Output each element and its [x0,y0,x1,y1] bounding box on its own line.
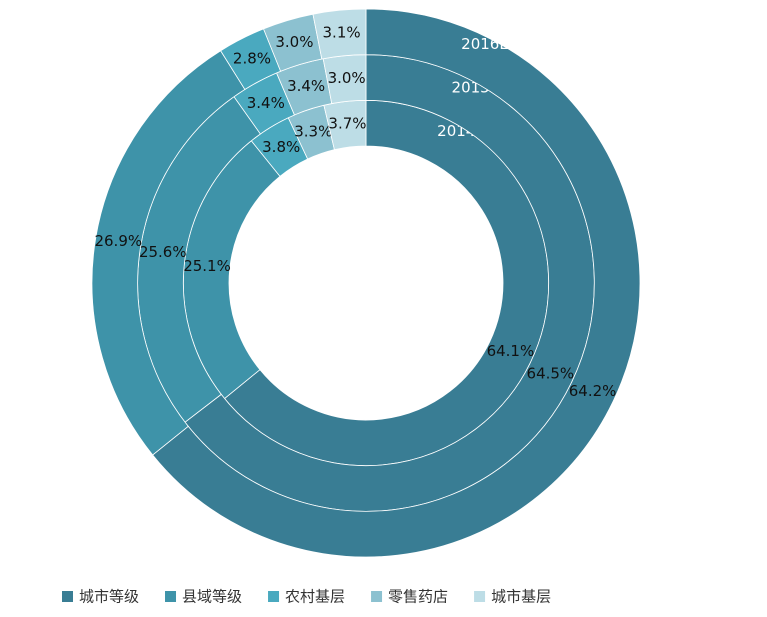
legend-swatch [62,591,73,602]
legend-label: 城市基层 [491,588,551,606]
donut-slice [312,8,367,60]
legend-swatch [268,591,280,602]
data-label: 64.2% [569,382,617,400]
data-label: 3.0% [275,33,313,51]
legend-label: 县域等级 [182,588,242,606]
data-label: 64.5% [527,364,575,382]
data-label: 3.7% [328,115,366,133]
data-label: 26.9% [94,232,142,250]
data-label: 2.8% [233,50,271,68]
legend-label: 零售药店 [388,588,448,606]
data-label: 25.6% [139,243,187,261]
legend-label: 城市等级 [79,588,139,606]
legend-swatch [474,591,486,602]
legend-label: 农村基层 [285,588,345,606]
legend-swatch [371,591,383,602]
data-label: 3.4% [247,94,285,112]
data-label: 25.1% [183,257,231,275]
data-label: 3.3% [294,123,332,141]
legend-swatch [165,591,177,602]
data-label: 3.0% [328,69,366,87]
ring-label: 2016E [461,35,509,53]
data-label: 64.1% [487,342,535,360]
data-label: 3.1% [323,24,361,42]
data-label: 3.8% [262,138,300,156]
data-label: 3.4% [287,77,325,95]
donut-slice [152,8,641,558]
